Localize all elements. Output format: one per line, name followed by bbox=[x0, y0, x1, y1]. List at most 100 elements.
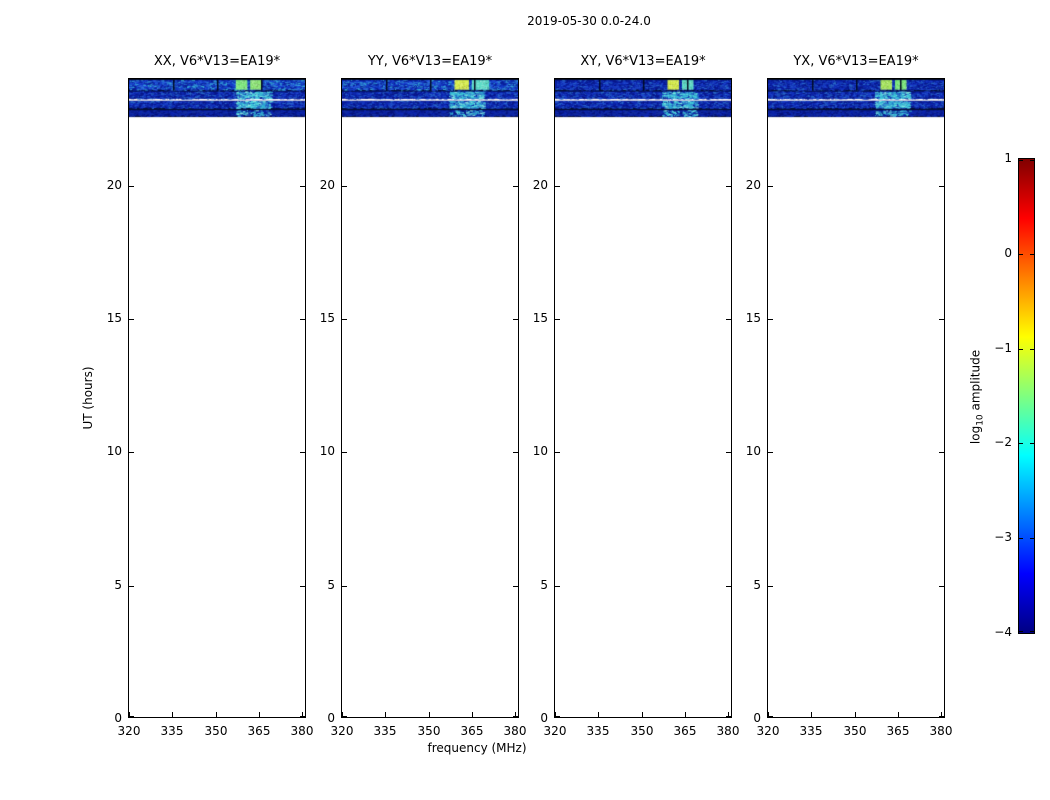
colorbar-tick-mark-right bbox=[1030, 254, 1034, 255]
x-tick-mark bbox=[259, 712, 260, 717]
y-tick-label: 0 bbox=[540, 711, 548, 725]
y-tick-label: 10 bbox=[106, 444, 122, 459]
x-tick-mark bbox=[555, 712, 556, 717]
x-tick-mark bbox=[685, 712, 686, 717]
y-tick-mark-right bbox=[726, 452, 731, 453]
x-tick-mark bbox=[302, 712, 303, 717]
spectrogram-band-xy bbox=[555, 79, 731, 119]
y-tick-mark bbox=[768, 586, 773, 587]
colorbar-tick-mark-right bbox=[1030, 538, 1034, 539]
axes-xy bbox=[554, 78, 732, 718]
figure-title: 2019-05-30 0.0-24.0 bbox=[527, 14, 651, 28]
y-tick-mark bbox=[555, 452, 560, 453]
panel-title-yy: YY, V6*V13=EA19* bbox=[367, 54, 493, 69]
y-tick-mark-right bbox=[300, 319, 305, 320]
x-tick-mark bbox=[172, 712, 173, 717]
x-tick-mark bbox=[429, 712, 430, 717]
y-tick-mark-right bbox=[513, 186, 518, 187]
y-tick-mark bbox=[129, 586, 134, 587]
y-tick-mark bbox=[342, 319, 347, 320]
colorbar-tick-mark bbox=[1019, 160, 1023, 161]
x-tick-mark bbox=[472, 712, 473, 717]
y-tick-label: 20 bbox=[319, 177, 335, 192]
y-tick-label: 20 bbox=[532, 177, 548, 192]
x-tick-mark bbox=[898, 712, 899, 717]
x-tick-label: 350 bbox=[204, 724, 228, 738]
x-tick-label: 365 bbox=[460, 724, 484, 738]
x-tick-label: 335 bbox=[799, 724, 823, 738]
y-tick-label: 20 bbox=[106, 177, 122, 192]
panel-title-yx: YX, V6*V13=EA19* bbox=[793, 54, 919, 69]
x-tick-label: 335 bbox=[373, 724, 397, 738]
y-tick-mark-right bbox=[939, 452, 944, 453]
y-tick-label: 5 bbox=[540, 577, 548, 592]
x-tick-mark bbox=[811, 712, 812, 717]
y-tick-label: 0 bbox=[753, 711, 761, 725]
y-tick-label: 15 bbox=[319, 311, 335, 325]
colorbar-tick-label: −4 bbox=[994, 625, 1012, 639]
y-tick-mark bbox=[555, 319, 560, 320]
x-tick-mark bbox=[728, 712, 729, 717]
y-tick-mark bbox=[342, 586, 347, 587]
y-tick-mark-right bbox=[513, 586, 518, 587]
x-tick-label: 380 bbox=[503, 724, 527, 738]
y-tick-label: 5 bbox=[327, 577, 335, 592]
x-tick-mark bbox=[598, 712, 599, 717]
colorbar-label: log10 amplitude bbox=[968, 350, 985, 444]
x-tick-label: 335 bbox=[586, 724, 610, 738]
axes-yy bbox=[341, 78, 519, 718]
y-tick-mark-right bbox=[513, 319, 518, 320]
y-tick-label: 0 bbox=[114, 711, 122, 725]
y-tick-mark bbox=[342, 186, 347, 187]
y-tick-mark bbox=[768, 186, 773, 187]
y-tick-mark bbox=[768, 716, 773, 717]
y-tick-label: 10 bbox=[745, 444, 761, 459]
x-tick-label: 380 bbox=[716, 724, 740, 738]
x-tick-label: 320 bbox=[756, 724, 780, 738]
y-tick-mark-right bbox=[513, 452, 518, 453]
spectrogram-band-xx bbox=[129, 79, 305, 119]
axes-yx bbox=[767, 78, 945, 718]
colorbar-gradient bbox=[1019, 159, 1034, 633]
x-tick-label: 320 bbox=[543, 724, 567, 738]
colorbar-tick-mark bbox=[1019, 631, 1023, 632]
colorbar bbox=[1018, 158, 1035, 634]
y-tick-label: 20 bbox=[745, 177, 761, 192]
colorbar-tick-mark-right bbox=[1030, 349, 1034, 350]
y-tick-mark-right bbox=[726, 186, 731, 187]
colorbar-tick-label: 1 bbox=[1004, 151, 1012, 165]
x-tick-mark bbox=[768, 712, 769, 717]
y-tick-label: 0 bbox=[327, 711, 335, 725]
y-tick-mark-right bbox=[939, 319, 944, 320]
y-tick-mark bbox=[555, 716, 560, 717]
y-tick-mark-right bbox=[726, 319, 731, 320]
panel-title-xx: XX, V6*V13=EA19* bbox=[153, 54, 281, 69]
y-tick-mark-right bbox=[726, 586, 731, 587]
y-tick-label: 5 bbox=[753, 577, 761, 592]
colorbar-tick-mark-right bbox=[1030, 443, 1034, 444]
colorbar-tick-mark-right bbox=[1030, 631, 1034, 632]
y-tick-label: 15 bbox=[106, 311, 122, 325]
y-tick-label: 5 bbox=[114, 577, 122, 592]
y-tick-mark bbox=[768, 452, 773, 453]
y-tick-label: 15 bbox=[532, 311, 548, 325]
x-tick-label: 365 bbox=[886, 724, 910, 738]
y-tick-mark-right bbox=[300, 452, 305, 453]
y-tick-mark-right bbox=[300, 586, 305, 587]
colorbar-tick-mark bbox=[1019, 538, 1023, 539]
x-tick-mark bbox=[385, 712, 386, 717]
x-tick-label: 380 bbox=[290, 724, 314, 738]
colorbar-tick-label: 0 bbox=[1004, 245, 1012, 260]
x-tick-label: 365 bbox=[673, 724, 697, 738]
y-tick-mark bbox=[768, 319, 773, 320]
y-tick-mark bbox=[129, 319, 134, 320]
x-tick-mark bbox=[642, 712, 643, 717]
x-tick-mark bbox=[216, 712, 217, 717]
x-tick-label: 320 bbox=[330, 724, 354, 738]
colorbar-tick-mark-right bbox=[1030, 160, 1034, 161]
x-tick-label: 350 bbox=[630, 724, 654, 738]
y-tick-label: 10 bbox=[532, 444, 548, 459]
colorbar-tick-mark bbox=[1019, 349, 1023, 350]
x-tick-mark bbox=[515, 712, 516, 717]
y-tick-mark bbox=[129, 452, 134, 453]
